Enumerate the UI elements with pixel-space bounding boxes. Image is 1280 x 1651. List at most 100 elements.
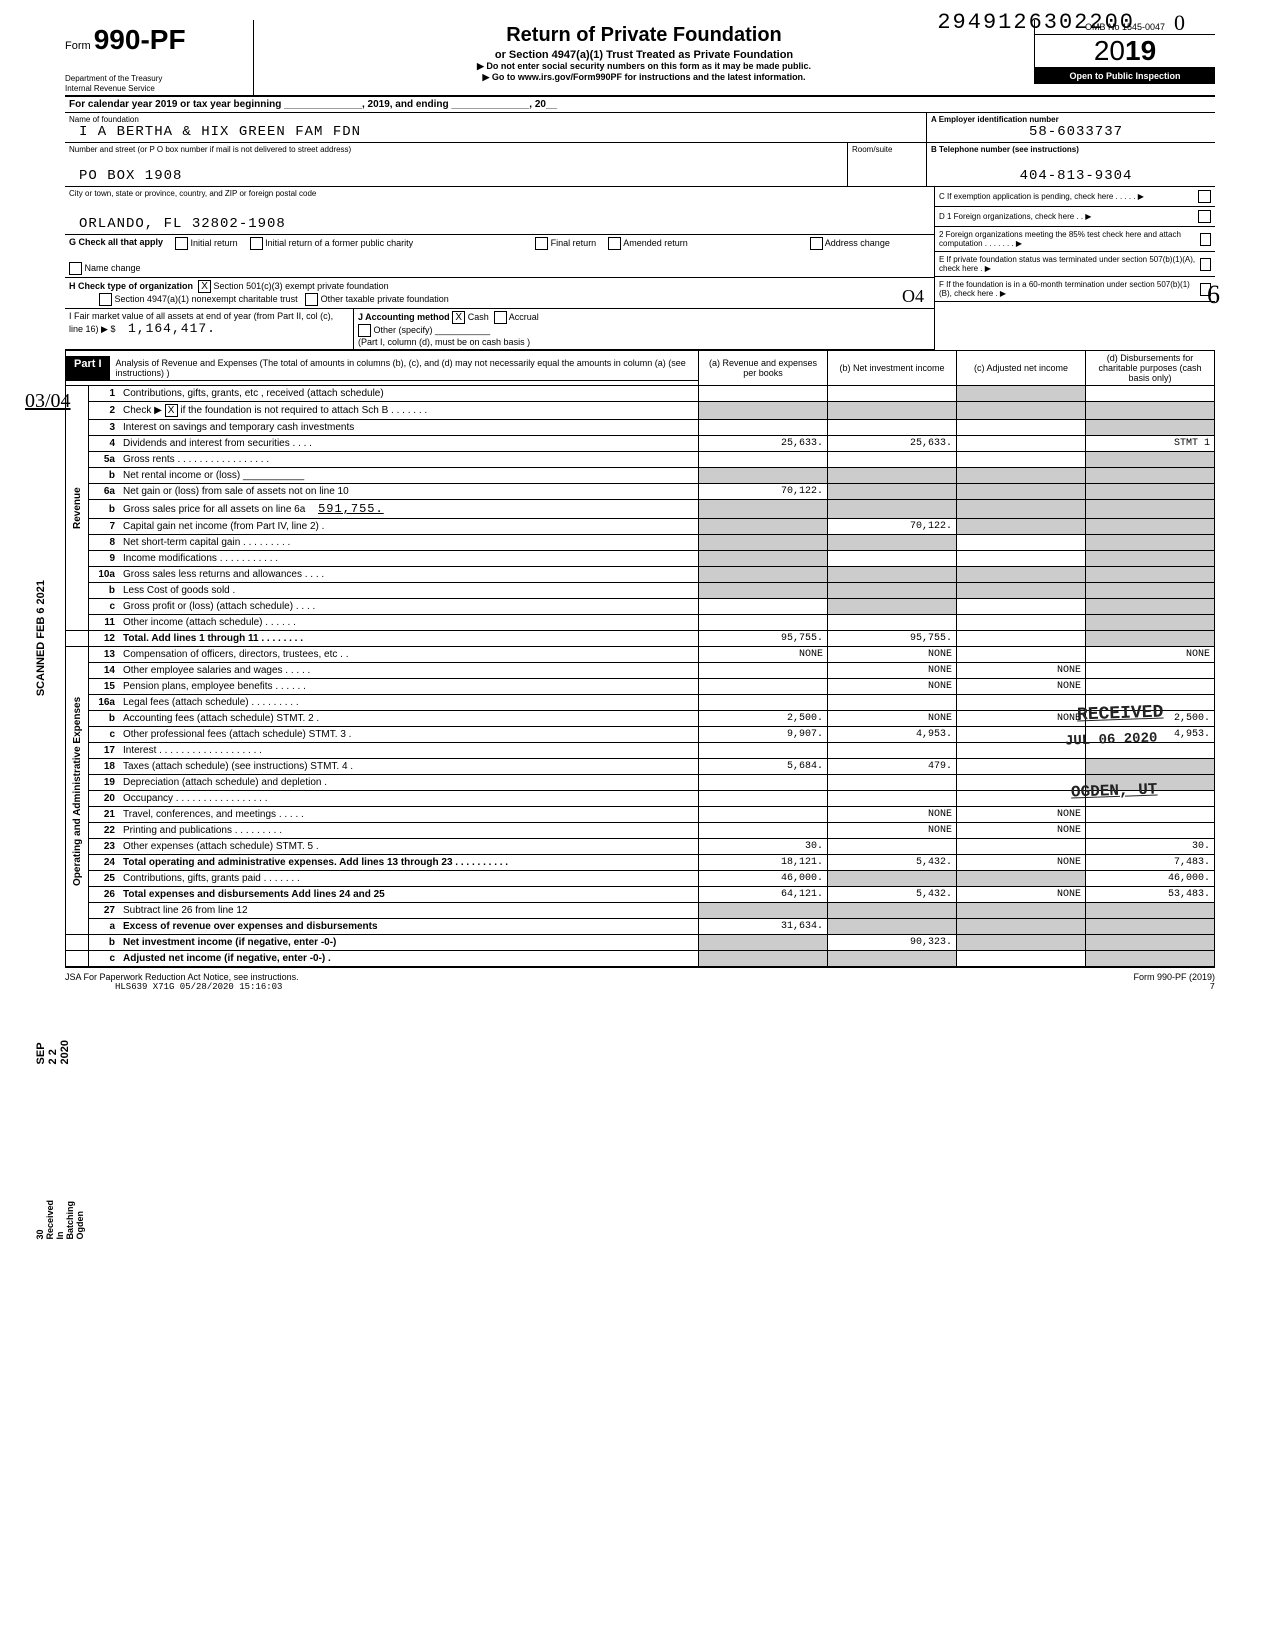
g-final-checkbox[interactable] (535, 237, 548, 250)
footer-left: JSA For Paperwork Reduction Act Notice, … (65, 972, 299, 982)
city-cell: City or town, state or province, country… (65, 187, 935, 235)
d2-checkbox[interactable] (1200, 233, 1211, 246)
j-accrual: Accrual (509, 312, 539, 322)
l3: Interest on savings and temporary cash i… (119, 420, 699, 436)
l10c: Gross profit or (loss) (attach schedule)… (119, 599, 699, 615)
l21-c: NONE (957, 807, 1086, 823)
l16b-d: 2,500. (1086, 711, 1215, 727)
l12-a: 95,755. (699, 631, 828, 647)
handwritten-o4: O4 (902, 286, 924, 307)
l18: Taxes (attach schedule) (see instruction… (119, 759, 699, 775)
h-label: H Check type of organization (69, 281, 193, 291)
h-4947-checkbox[interactable] (99, 293, 112, 306)
city-value: ORLANDO, FL 32802-1908 (69, 216, 930, 232)
j-accrual-checkbox[interactable] (494, 311, 507, 324)
f-label: F If the foundation is in a 60-month ter… (939, 280, 1200, 298)
l4-a: 25,633. (699, 436, 828, 452)
l16b-a: 2,500. (699, 711, 828, 727)
g-label: G Check all that apply (69, 237, 163, 250)
l12: Total. Add lines 1 through 11 . . . . . … (119, 631, 699, 647)
l14-b: NONE (828, 663, 957, 679)
l23-d: 30. (1086, 839, 1215, 855)
l5b: Net rental income or (loss) ___________ (119, 468, 699, 484)
l25-d: 46,000. (1086, 871, 1215, 887)
g-amended: Amended return (623, 238, 688, 248)
c-label: C If exemption application is pending, c… (939, 192, 1144, 201)
h-501c3-checkbox[interactable]: X (198, 280, 211, 293)
l22-c: NONE (957, 823, 1086, 839)
g-addr-change-checkbox[interactable] (810, 237, 823, 250)
phone-label: B Telephone number (see instructions) (931, 145, 1211, 154)
l22-b: NONE (828, 823, 957, 839)
g-amended-checkbox[interactable] (608, 237, 621, 250)
l15-b: NONE (828, 679, 957, 695)
title-main: Return of Private Foundation (264, 24, 1024, 47)
col-d-header: (d) Disbursements for charitable purpose… (1086, 351, 1215, 386)
i-value: 1,164,417. (118, 321, 216, 336)
revenue-side-label: Revenue (66, 386, 89, 631)
j-cash: Cash (468, 312, 489, 322)
j-other-checkbox[interactable] (358, 324, 371, 337)
j-cash-checkbox[interactable]: X (452, 311, 465, 324)
h-other-checkbox[interactable] (305, 293, 318, 306)
l26-b: 5,432. (828, 887, 957, 903)
l27b: Net investment income (if negative, ente… (119, 935, 699, 951)
l11: Other income (attach schedule) . . . . .… (119, 615, 699, 631)
l27a: Excess of revenue over expenses and disb… (119, 919, 699, 935)
city-label: City or town, state or province, country… (69, 189, 930, 198)
d1-checkbox[interactable] (1198, 210, 1211, 223)
sep-date-stamp: SEP 2 2 2020 (35, 1040, 71, 1064)
d1-row: D 1 Foreign organizations, check here . … (935, 207, 1215, 227)
l16b: Accounting fees (attach schedule) STMT. … (119, 711, 699, 727)
l21-b: NONE (828, 807, 957, 823)
g-initial-former-checkbox[interactable] (250, 237, 263, 250)
l16c-a: 9,907. (699, 727, 828, 743)
l4: Dividends and interest from securities .… (119, 436, 699, 452)
l4-d: STMT 1 (1086, 436, 1215, 452)
g-initial-checkbox[interactable] (175, 237, 188, 250)
form-number: 990-PF (94, 24, 186, 55)
l13-d: NONE (1086, 647, 1215, 663)
year-bold: 19 (1125, 35, 1156, 66)
l16c-b: 4,953. (828, 727, 957, 743)
l2-checkbox[interactable]: X (165, 404, 178, 417)
g-addr-change: Address change (825, 238, 890, 248)
l8: Net short-term capital gain . . . . . . … (119, 535, 699, 551)
year-light: 20 (1094, 35, 1125, 66)
l7-b: 70,122. (828, 519, 957, 535)
foundation-name: I A BERTHA & HIX GREEN FAM FDN (69, 124, 922, 140)
l26-d: 53,483. (1086, 887, 1215, 903)
h-opt2: Section 4947(a)(1) nonexempt charitable … (115, 294, 298, 304)
dept-treasury: Department of the Treasury (65, 74, 245, 84)
g-row: G Check all that apply Initial return In… (65, 235, 935, 278)
h-row: H Check type of organization X Section 5… (65, 278, 935, 309)
form-page: 2949126302200 0 6 03/04 SCANNED FEB 6 20… (65, 20, 1215, 992)
form-prefix: Form (65, 40, 91, 52)
f-row: F If the foundation is in a 60-month ter… (935, 277, 1215, 302)
g-name-change-checkbox[interactable] (69, 262, 82, 275)
i-cell: I Fair market value of all assets at end… (65, 309, 354, 349)
l17: Interest . . . . . . . . . . . . . . . .… (119, 743, 699, 759)
l6b: Gross sales price for all assets on line… (119, 500, 699, 519)
address-cell: Number and street (or P O box number if … (65, 143, 848, 186)
j-other: Other (specify) ___________ (374, 325, 491, 335)
title-note1: ▶ Do not enter social security numbers o… (264, 61, 1024, 72)
l26-c: NONE (957, 887, 1086, 903)
l13-b: NONE (828, 647, 957, 663)
scanned-stamp: SCANNED FEB 6 2021 (35, 580, 47, 696)
l24-a: 18,121. (699, 855, 828, 871)
handwritten-six: 6 (1207, 280, 1220, 310)
j-note: (Part I, column (d), must be on cash bas… (358, 337, 530, 347)
l24-b: 5,432. (828, 855, 957, 871)
l13: Compensation of officers, directors, tru… (119, 647, 699, 663)
part1-label: Part I (66, 356, 110, 380)
phone-value: 404-813-9304 (931, 168, 1211, 184)
ein-label: A Employer identification number (931, 115, 1211, 124)
l16a: Legal fees (attach schedule) . . . . . .… (119, 695, 699, 711)
l15: Pension plans, employee benefits . . . .… (119, 679, 699, 695)
h-opt3: Other taxable private foundation (321, 294, 449, 304)
c-checkbox[interactable] (1198, 190, 1211, 203)
e-checkbox[interactable] (1200, 258, 1211, 271)
title-note2: ▶ Go to www.irs.gov/Form990PF for instru… (264, 72, 1024, 83)
l27b-b: 90,323. (828, 935, 957, 951)
